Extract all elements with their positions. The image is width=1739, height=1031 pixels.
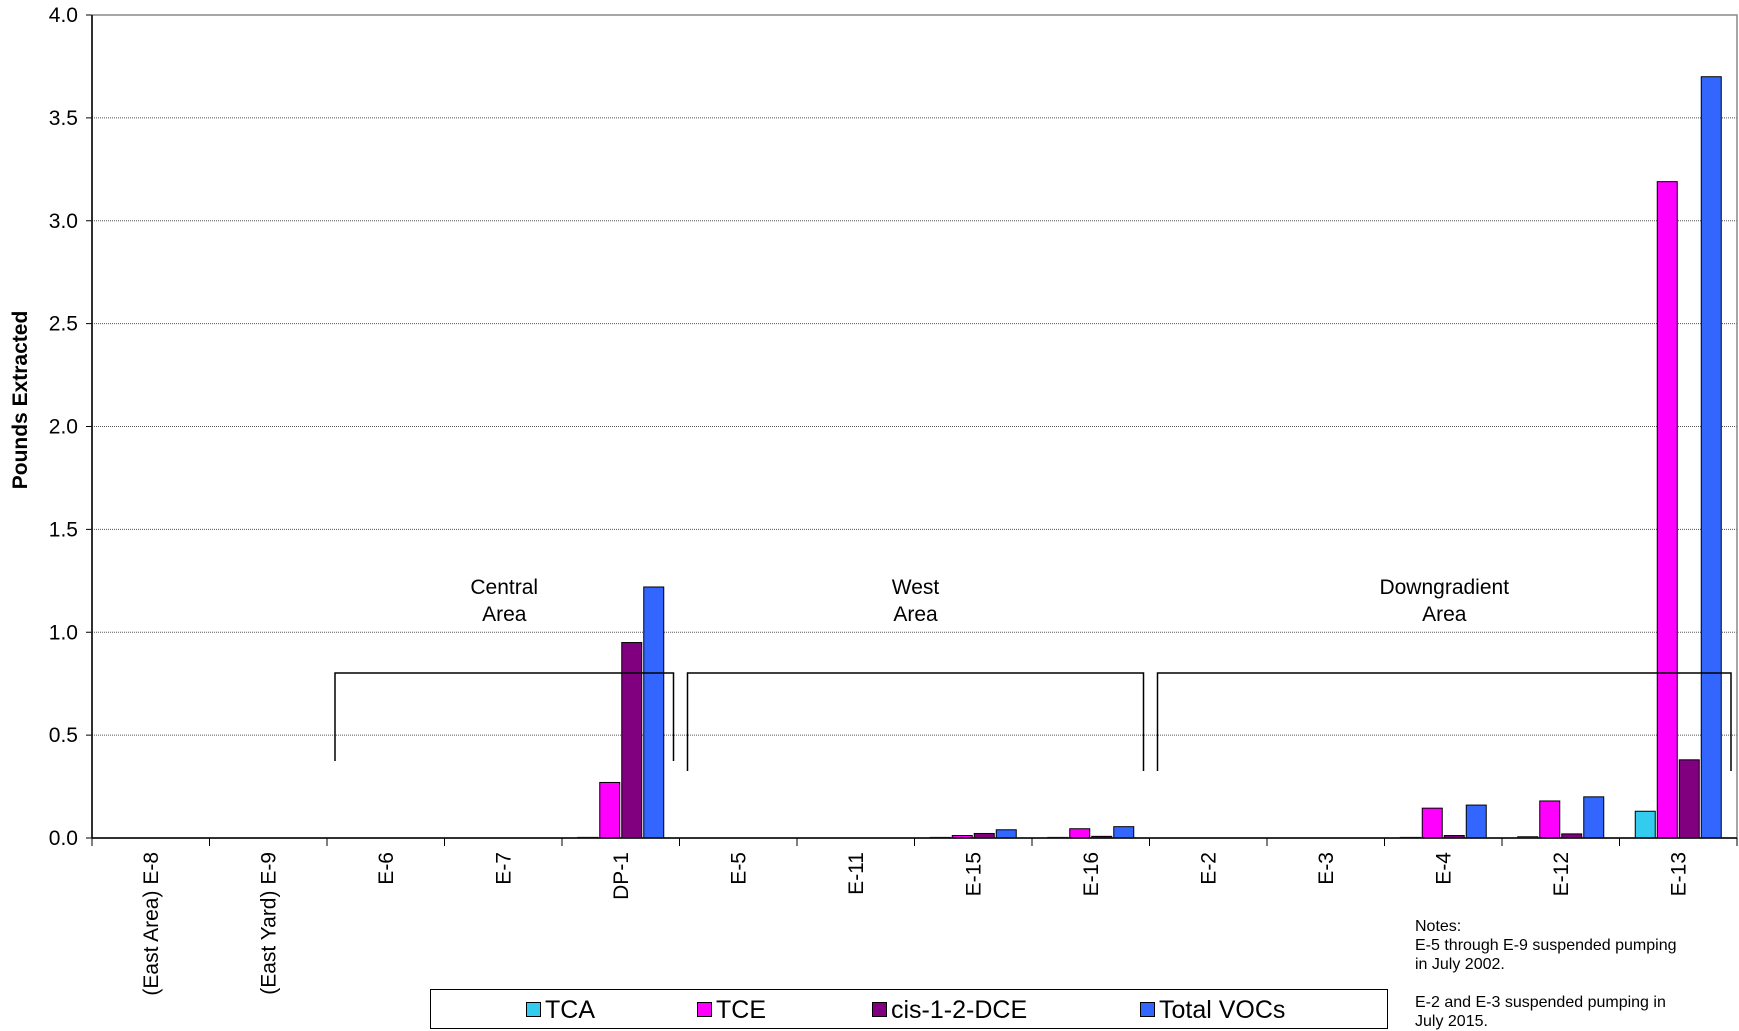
x-tick-label: E-16 bbox=[1080, 852, 1103, 896]
legend-swatch-tca bbox=[526, 1002, 541, 1017]
y-tick-label: 0.5 bbox=[49, 724, 78, 747]
x-tick-label: E-12 bbox=[1550, 852, 1573, 896]
x-tick-label: (East Area) E-8 bbox=[140, 852, 163, 996]
legend-label: TCA bbox=[545, 996, 595, 1024]
bar bbox=[1421, 807, 1443, 839]
legend-item-cis-dce: cis-1-2-DCE bbox=[872, 996, 1028, 1024]
area-label: West bbox=[892, 576, 940, 599]
legend-item-tca: TCA bbox=[526, 996, 595, 1024]
legend: TCA TCE cis-1-2-DCE Total VOCs bbox=[430, 989, 1388, 1029]
area-bracket bbox=[686, 672, 1145, 771]
legend-label: cis-1-2-DCE bbox=[891, 996, 1028, 1024]
legend-item-tce: TCE bbox=[697, 996, 766, 1024]
y-tick-label: 1.5 bbox=[49, 518, 78, 541]
legend-label: TCE bbox=[716, 996, 766, 1024]
axes bbox=[86, 14, 1738, 846]
x-tick-label: E-7 bbox=[492, 852, 515, 885]
notes-line: in July 2002. bbox=[1415, 956, 1505, 973]
bar bbox=[1465, 804, 1487, 839]
bar bbox=[995, 829, 1017, 839]
area-label: Downgradient bbox=[1379, 576, 1509, 599]
gridlines bbox=[92, 117, 1737, 736]
x-tick-label: E-2 bbox=[1197, 852, 1220, 885]
area-bracket bbox=[1156, 672, 1732, 771]
x-tick-label: E-6 bbox=[375, 852, 398, 885]
bar bbox=[621, 642, 643, 839]
bar bbox=[1113, 826, 1135, 839]
labels: 0.0 0.5 1.0 1.5 2.0 2.5 3.0 3.5 4.0 (East Area) E… bbox=[49, 4, 1690, 996]
x-tick-label: (East Yard) E-9 bbox=[257, 852, 280, 995]
area-label: Area bbox=[893, 603, 938, 626]
notes: Notes: E-5 through E-9 suspended pumping… bbox=[1415, 917, 1730, 1031]
y-tick-label: 2.5 bbox=[49, 313, 78, 336]
y-tick-label: 4.0 bbox=[49, 4, 78, 27]
y-axis-title: Pounds Extracted bbox=[9, 311, 32, 490]
x-tick-label: E-3 bbox=[1315, 852, 1338, 885]
area-label: Area bbox=[1422, 603, 1467, 626]
x-tick-label: E-4 bbox=[1432, 852, 1455, 885]
y-tick-label: 3.5 bbox=[49, 107, 78, 130]
notes-line: July 2015. bbox=[1415, 1013, 1488, 1030]
bar bbox=[1678, 759, 1700, 839]
x-tick-label: E-5 bbox=[727, 852, 750, 885]
legend-item-total-vocs: Total VOCs bbox=[1140, 996, 1286, 1024]
x-tick-label: E-13 bbox=[1667, 852, 1690, 896]
bar bbox=[1583, 796, 1605, 839]
legend-swatch-total-vocs bbox=[1140, 1002, 1155, 1017]
legend-swatch-cis-dce bbox=[872, 1002, 887, 1017]
notes-line: E-2 and E-3 suspended pumping in bbox=[1415, 994, 1666, 1011]
bar bbox=[1539, 800, 1561, 839]
y-tick-label: 1.0 bbox=[49, 621, 78, 644]
bars bbox=[577, 76, 1722, 839]
area-label: Area bbox=[482, 603, 527, 626]
area-brackets: Central Area West Area Downgradient Area bbox=[334, 576, 1732, 771]
area-bracket bbox=[334, 672, 675, 761]
bar bbox=[643, 586, 665, 839]
y-tick-label: 0.0 bbox=[49, 827, 78, 850]
y-tick-label: 3.0 bbox=[49, 210, 78, 233]
bar bbox=[1634, 810, 1656, 839]
y-tick-label: 2.0 bbox=[49, 416, 78, 439]
legend-label: Total VOCs bbox=[1159, 996, 1286, 1024]
legend-swatch-tce bbox=[697, 1002, 712, 1017]
x-tick-label: E-15 bbox=[962, 852, 985, 896]
bar bbox=[1700, 76, 1722, 839]
x-tick-label: E-11 bbox=[845, 852, 868, 895]
notes-line: E-5 through E-9 suspended pumping bbox=[1415, 937, 1677, 954]
bar bbox=[599, 781, 621, 839]
x-tick-label: DP-1 bbox=[610, 852, 633, 900]
bar bbox=[1656, 181, 1678, 839]
bar bbox=[1069, 828, 1091, 839]
area-label: Central bbox=[470, 576, 538, 599]
notes-title: Notes: bbox=[1415, 918, 1462, 935]
